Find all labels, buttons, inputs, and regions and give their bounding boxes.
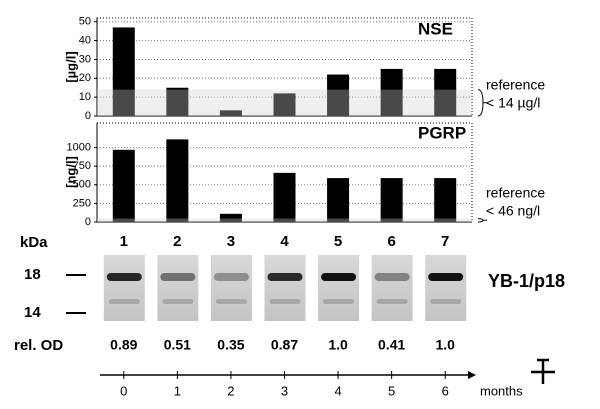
timeline-tick-label: 2 <box>227 383 234 398</box>
y-tick-label: 750 <box>73 160 91 172</box>
y-tick-label: 20 <box>79 72 91 84</box>
bar <box>166 139 189 222</box>
reference-band <box>97 218 472 222</box>
y-tick-label: 30 <box>79 53 91 65</box>
reference-band <box>97 89 472 116</box>
y-tick-label: 40 <box>79 35 91 47</box>
bar <box>219 110 242 116</box>
chart-title: PGRP <box>418 123 466 142</box>
y-tick-label: 500 <box>73 179 91 191</box>
bar <box>112 149 135 222</box>
reference-label: reference <box>486 185 545 201</box>
blot-band <box>160 273 196 281</box>
y-tick-label: 0 <box>85 216 91 228</box>
reference-label: reference <box>486 77 545 93</box>
y-tick-label: 50 <box>79 16 91 28</box>
unit-label: kDa <box>20 234 48 251</box>
y-axis-label: [µg/l] <box>63 51 78 82</box>
cross-icon <box>531 358 555 384</box>
bar <box>434 68 457 116</box>
bar <box>219 213 242 222</box>
x-tick-label: 5 <box>334 233 342 250</box>
bar <box>273 93 296 116</box>
od-value: 0.87 <box>271 337 298 353</box>
od-value: 0.35 <box>217 337 244 353</box>
marker-label: 18 <box>24 266 41 283</box>
reference-brace <box>477 89 487 117</box>
y-tick-label: 1000 <box>67 141 91 153</box>
x-tick-label: 2 <box>173 233 181 250</box>
protein-label: YB-1/p18 <box>488 271 565 291</box>
y-tick-label: 0 <box>85 110 91 122</box>
timeline-tick-label: 4 <box>334 383 341 398</box>
blot-band <box>428 273 464 281</box>
timeline-tick-label: 0 <box>120 383 127 398</box>
x-tick-label: 4 <box>280 233 289 250</box>
timeline-arrow <box>468 371 476 379</box>
x-tick-label: 7 <box>441 233 449 250</box>
blot-minor-band <box>269 299 301 304</box>
x-tick-label: 6 <box>387 233 395 250</box>
bar <box>112 27 135 116</box>
blot-band <box>374 273 410 281</box>
blot-minor-band <box>108 299 140 304</box>
y-tick-label: 10 <box>79 91 91 103</box>
timeline-tick-label: 3 <box>281 383 288 398</box>
od-value: 1.0 <box>328 337 348 353</box>
bar <box>380 68 403 116</box>
blot-band <box>321 273 357 281</box>
bar <box>327 178 350 222</box>
od-label: rel. OD <box>14 337 63 354</box>
timeline-tick-label: 1 <box>174 383 181 398</box>
blot-band <box>106 273 142 281</box>
y-tick-label: 250 <box>73 197 91 209</box>
blot-band <box>267 273 303 281</box>
blot-lane <box>157 255 199 321</box>
bar <box>380 178 403 222</box>
blot-minor-band <box>162 299 194 304</box>
od-value: 0.51 <box>164 337 191 353</box>
blot-minor-band <box>376 299 408 304</box>
blot-lane <box>264 255 306 321</box>
timeline-tick-label: 6 <box>442 383 449 398</box>
blot-lane <box>103 255 145 321</box>
bar <box>166 87 189 116</box>
od-value: 1.0 <box>435 337 455 353</box>
blot-minor-band <box>323 299 355 304</box>
blot-band <box>213 273 249 281</box>
y-axis-label: [ng/l] <box>63 156 78 188</box>
bar <box>434 178 457 222</box>
blot-minor-band <box>430 299 462 304</box>
reference-limit: < 46 ng/l <box>486 203 540 219</box>
blot-lane <box>371 255 413 321</box>
blot-minor-band <box>215 299 247 304</box>
blot-lane <box>210 255 252 321</box>
chart-title: NSE <box>418 19 453 38</box>
x-tick-label: 3 <box>227 233 235 250</box>
bar <box>327 74 350 116</box>
timeline-tick-label: 5 <box>388 383 395 398</box>
bar <box>273 172 296 222</box>
blot-lane <box>425 255 467 321</box>
marker-label: 14 <box>24 304 41 321</box>
reference-brace <box>477 218 487 223</box>
od-value: 0.89 <box>110 337 137 353</box>
x-tick-label: 1 <box>120 233 128 250</box>
timeline-label: months <box>480 383 523 398</box>
blot-lane <box>318 255 360 321</box>
reference-limit: < 14 µg/l <box>486 95 540 111</box>
od-value: 0.41 <box>378 337 405 353</box>
